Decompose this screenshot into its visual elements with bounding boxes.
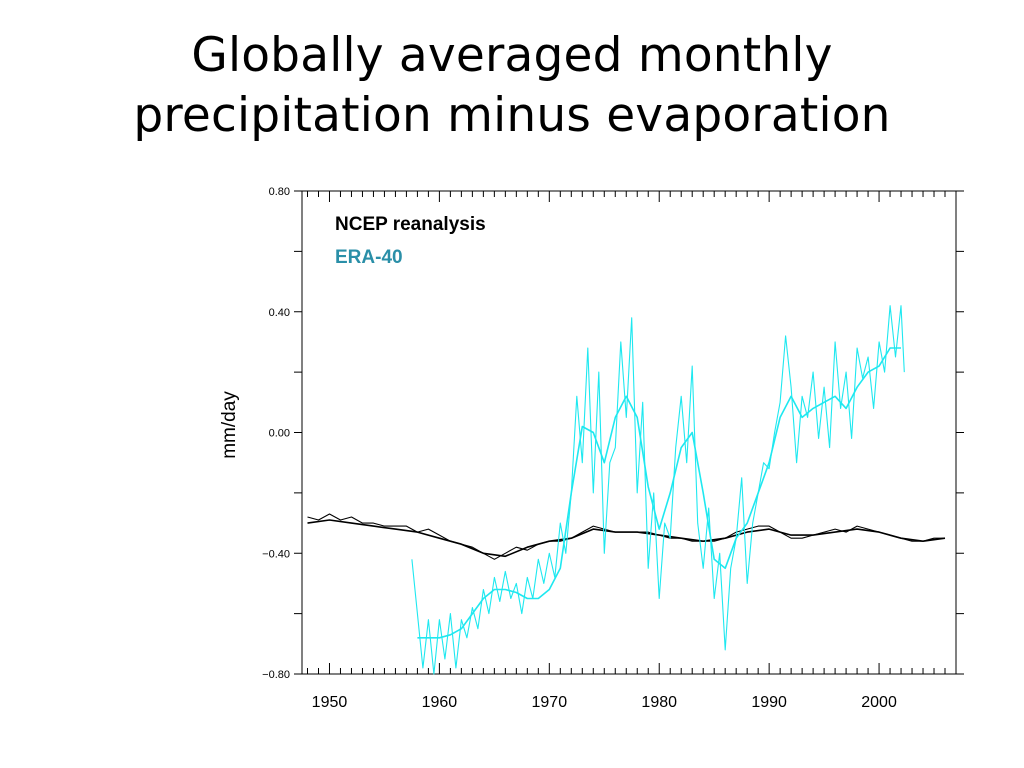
y-tick-label: 0.00 [269, 428, 290, 440]
x-tick-label: 1950 [312, 694, 348, 711]
series-line-ncep-reanalysis-monthly [307, 513, 945, 560]
series-line-ncep-reanalysis-smoothed [307, 519, 946, 558]
series-line-era-40-smoothed [417, 347, 901, 639]
x-tick-label: 2000 [861, 694, 897, 711]
y-tick-label: −0.40 [262, 548, 290, 560]
slide-title-line2: precipitation minus evaporation [133, 88, 891, 143]
legend-era40: ERA-40 [335, 247, 403, 268]
x-tick-label: 1970 [532, 694, 568, 711]
series-line-era-40-monthly [411, 305, 905, 675]
series-layer [307, 305, 946, 675]
x-axis: 1950 1960 1970 1980 1990 2000 [306, 191, 946, 711]
x-tick-label: 1990 [751, 694, 787, 711]
y-axis: −0.80 −0.40 0.00 0.40 0.80 [262, 186, 964, 681]
y-tick-label: 0.80 [269, 186, 290, 198]
y-tick-label: −0.80 [262, 669, 290, 681]
y-axis-label: mm/day [219, 391, 240, 459]
y-tick-label: 0.40 [269, 307, 290, 319]
x-tick-label: 1960 [422, 694, 458, 711]
x-tick-label: 1980 [641, 694, 677, 711]
slide-title-line1: Globally averaged monthly [191, 28, 833, 83]
legend-ncep: NCEP reanalysis [335, 214, 486, 235]
slide-title: Globally averaged monthly precipitation … [0, 26, 1024, 146]
